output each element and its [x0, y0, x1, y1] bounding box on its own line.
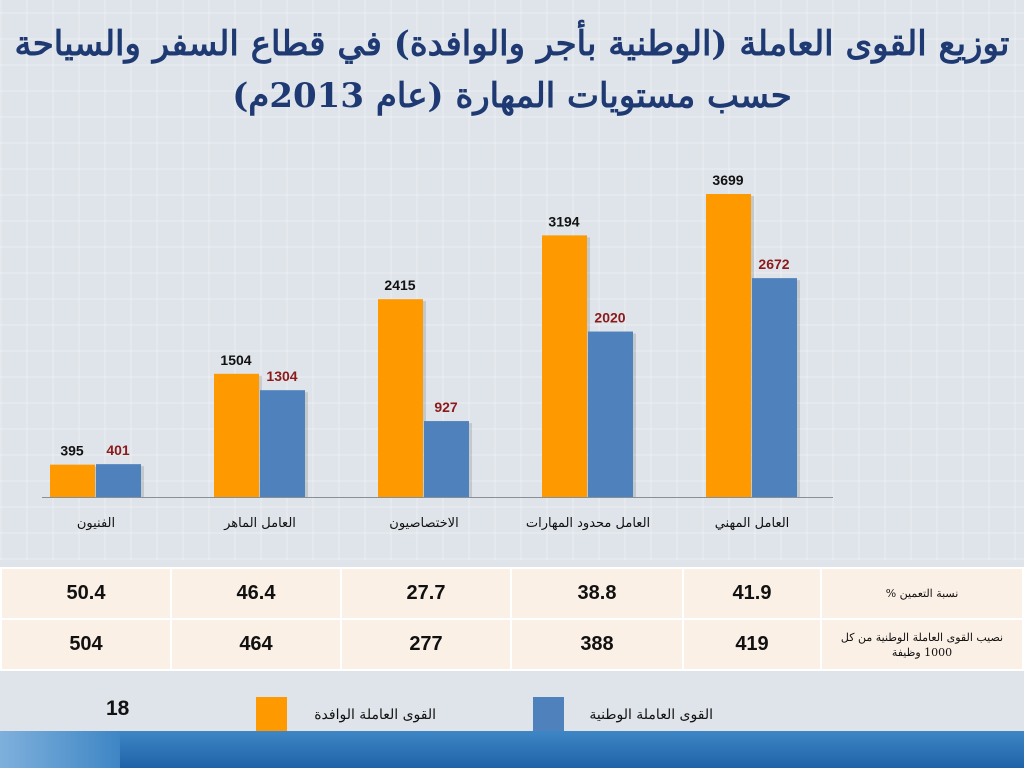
category-label: العامل المهني	[714, 516, 790, 531]
table-cell: 277	[340, 618, 512, 671]
bar-shadow	[633, 333, 636, 497]
data-label-expat: 3194	[548, 213, 579, 229]
legend-item-national: القوى العاملة الوطنية	[533, 697, 733, 737]
legend-swatch-national	[533, 697, 564, 737]
bar-shadow	[423, 301, 426, 497]
category-label: العامل محدود المهارات	[525, 516, 651, 531]
bar-national	[752, 278, 797, 497]
data-label-expat: 395	[60, 443, 84, 459]
bar-expat	[378, 299, 423, 497]
category-label: الاختصاصيون	[389, 516, 459, 531]
page-number: 18	[106, 697, 130, 720]
table-cell: 27.7	[340, 567, 512, 620]
table-cell: 50.4	[0, 567, 172, 620]
table-cell: 504	[0, 618, 172, 671]
background-grid	[0, 0, 1024, 560]
footer-accent	[0, 731, 120, 768]
table-cell: 419	[682, 618, 822, 671]
table-cell: 46.4	[170, 567, 342, 620]
title-line-2: حسب مستويات المهارة (عام 2013م)	[232, 76, 792, 116]
bar-expat	[542, 235, 587, 497]
table-cell: 41.9	[682, 567, 822, 620]
row-label: نصيب القوى العاملة الوطنية من كل 1000 وظ…	[820, 618, 1024, 671]
bar-expat	[214, 373, 259, 497]
data-label-national: 1304	[266, 368, 297, 384]
data-label-expat: 1504	[220, 352, 251, 368]
row-label: نسبة التعمين %	[820, 567, 1024, 620]
bar-shadow	[469, 423, 472, 497]
data-label-expat: 3699	[712, 172, 743, 188]
table-cell: 38.8	[510, 567, 684, 620]
category-label: العامل الماهر	[224, 516, 296, 531]
data-label-national: 401	[106, 442, 130, 458]
bar-national	[260, 390, 305, 497]
title-line-1: توزيع القوى العاملة (الوطنية بأجر والواف…	[14, 24, 1010, 64]
legend-item-expat: القوى العاملة الوافدة	[256, 697, 456, 737]
stats-table: 50.4 46.4 27.7 38.8 41.9 نسبة التعمين % …	[0, 567, 1024, 671]
bar-national	[96, 464, 141, 497]
bar-shadow	[141, 466, 144, 497]
table-row: 504 464 277 388 419 نصيب القوى العاملة ا…	[0, 618, 1024, 671]
bar-expat	[50, 464, 95, 497]
table-row: 50.4 46.4 27.7 38.8 41.9 نسبة التعمين %	[0, 567, 1024, 620]
bar-shadow	[797, 280, 800, 497]
legend-swatch-expat	[256, 697, 287, 737]
data-label-expat: 2415	[384, 277, 415, 293]
data-label-national: 927	[434, 399, 458, 415]
bar-expat	[706, 194, 751, 497]
legend-label-expat: القوى العاملة الوافدة	[314, 707, 436, 723]
footer-bar	[0, 731, 1024, 768]
table-cell: 464	[170, 618, 342, 671]
page-title: توزيع القوى العاملة (الوطنية بأجر والواف…	[0, 18, 1024, 122]
category-label: الفنيون	[76, 516, 116, 531]
bar-chart: 395 1504 2415 3194 3699 401 1304 927 2020 2672	[42, 172, 833, 498]
data-label-national: 2020	[594, 310, 625, 326]
legend-label-national: القوى العاملة الوطنية	[589, 707, 713, 723]
bar-shadow	[305, 392, 308, 497]
data-label-national: 2672	[758, 256, 789, 272]
bar-national	[588, 331, 633, 497]
table-cell: 388	[510, 618, 684, 671]
bar-national	[424, 421, 469, 497]
